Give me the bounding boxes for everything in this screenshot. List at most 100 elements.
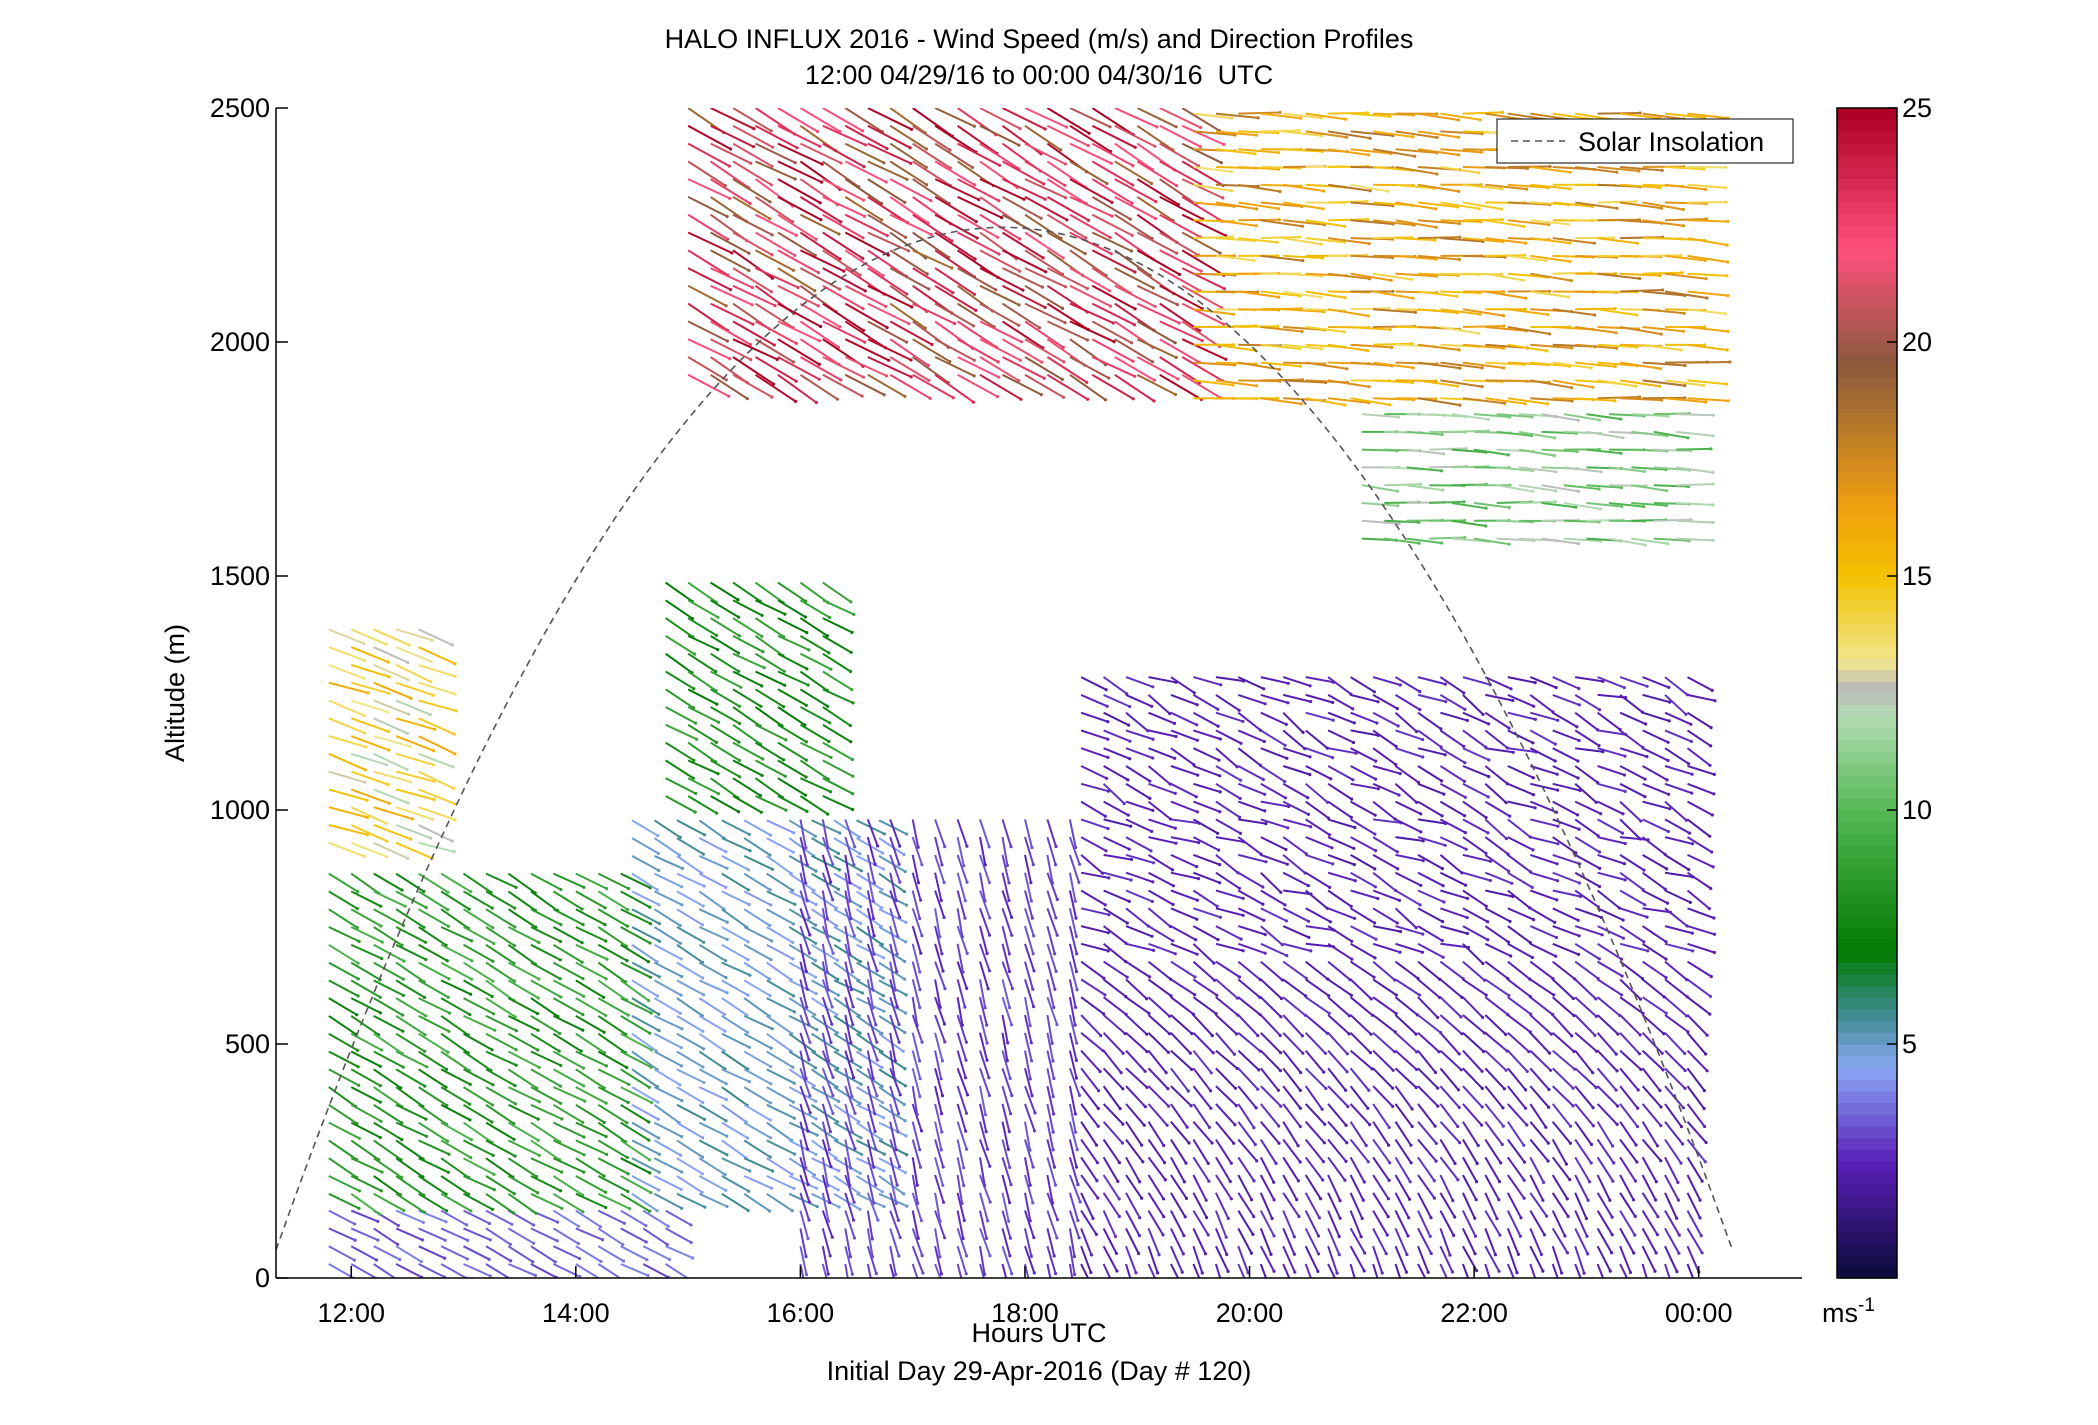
wind-barb	[799, 890, 811, 920]
wind-barb	[440, 961, 474, 981]
wind-barb	[822, 706, 852, 728]
wind-barb	[889, 943, 899, 974]
wind-barb	[395, 1103, 428, 1121]
wind-barb	[844, 1121, 857, 1151]
wind-barb	[328, 1209, 357, 1226]
wind-barb	[866, 1210, 875, 1241]
wind-barb	[418, 824, 454, 843]
wind-barb	[373, 663, 410, 682]
wind-barb	[710, 599, 741, 619]
wind-barb	[597, 997, 630, 1017]
wind-barb	[889, 1210, 902, 1240]
wind-barb	[755, 759, 787, 778]
wind-barb	[821, 1121, 832, 1152]
wind-barb	[328, 961, 360, 981]
wind-barb	[866, 836, 877, 867]
wind-barb	[328, 872, 360, 894]
colorbar-cell	[1837, 248, 1897, 261]
wind-barb	[799, 652, 833, 671]
wind-barb	[866, 979, 875, 1010]
wind-barb	[552, 943, 584, 964]
colorbar-cell	[1837, 1137, 1897, 1150]
wind-barb	[642, 1245, 672, 1261]
wind-barb	[889, 872, 898, 903]
wind-barb	[350, 1086, 382, 1104]
wind-barb	[395, 681, 435, 697]
wind-barb	[821, 819, 830, 850]
wind-barb	[507, 1103, 540, 1121]
wind-barb	[328, 806, 370, 820]
wind-barb	[395, 1245, 423, 1264]
wind-barb	[844, 979, 855, 1009]
wind-barb	[631, 1015, 661, 1033]
wind-barb	[710, 652, 741, 673]
wind-barb	[821, 1085, 835, 1115]
wind-barb	[653, 961, 684, 979]
wind-barb	[463, 1175, 496, 1192]
wind-barb	[710, 670, 743, 689]
wind-barb	[552, 997, 585, 1017]
wind-barb	[911, 1210, 920, 1240]
wind-barb	[721, 1157, 752, 1173]
wind-barb	[485, 1050, 518, 1067]
colorbar-cell	[1837, 236, 1897, 249]
colorbar-cell	[1837, 564, 1897, 577]
wind-barb	[777, 777, 808, 797]
wind-barb	[698, 1086, 729, 1102]
wind-barb	[766, 1175, 796, 1191]
wind-barb	[575, 1139, 609, 1156]
wind-barb	[766, 1103, 797, 1120]
wind-barb	[507, 1015, 540, 1032]
wind-barb	[350, 806, 388, 825]
wind-barb	[620, 1209, 648, 1228]
colorbar-cell	[1837, 552, 1897, 565]
wind-barb	[911, 1228, 924, 1258]
colorbar-cell	[1837, 412, 1897, 425]
wind-barb	[844, 836, 856, 867]
wind-barbs	[328, 108, 1732, 1278]
wind-barb	[373, 717, 410, 735]
wind-barb	[552, 908, 585, 927]
wind-barb	[743, 1103, 772, 1122]
wind-barb	[552, 1050, 586, 1070]
wind-barb	[721, 1068, 752, 1084]
wind-barb	[328, 1245, 356, 1262]
wind-barb	[676, 1121, 705, 1140]
wind-barb	[822, 777, 855, 796]
wind-barb	[507, 997, 540, 1016]
wind-barb	[698, 1068, 728, 1086]
wind-barb	[911, 1032, 922, 1063]
wind-barb	[732, 599, 764, 618]
colorbar-cell	[1837, 154, 1897, 168]
wind-barb	[463, 1245, 491, 1261]
wind-barb	[631, 837, 660, 856]
wind-barb	[755, 599, 787, 616]
wind-barb	[485, 1175, 516, 1196]
wind-barb	[799, 907, 812, 937]
wind-barb	[631, 1175, 661, 1192]
colorbar-cell	[1837, 786, 1897, 799]
wind-barb	[866, 1085, 877, 1116]
wind-barb	[463, 1227, 492, 1242]
wind-barb	[687, 652, 718, 674]
wind-barb	[889, 890, 902, 919]
wind-barb	[799, 979, 809, 1009]
wind-barb	[418, 890, 450, 912]
wind-barb	[721, 961, 752, 977]
wind-barb	[878, 855, 907, 874]
wind-barb	[676, 819, 707, 837]
wind-barb	[507, 926, 541, 945]
wind-barb	[350, 1192, 381, 1216]
wind-barb	[373, 628, 411, 647]
wind-barb	[732, 688, 763, 708]
wind-barb	[878, 837, 906, 857]
wind-barb	[350, 788, 391, 805]
wind-barb	[350, 646, 390, 664]
colorbar-cell	[1837, 517, 1897, 530]
wind-barb	[911, 1174, 920, 1205]
wind-barb	[418, 1032, 450, 1054]
colorbar-cell	[1837, 927, 1897, 940]
colorbar-cell	[1837, 1008, 1897, 1022]
wind-barb	[328, 1175, 361, 1193]
wind-barb	[653, 943, 683, 961]
